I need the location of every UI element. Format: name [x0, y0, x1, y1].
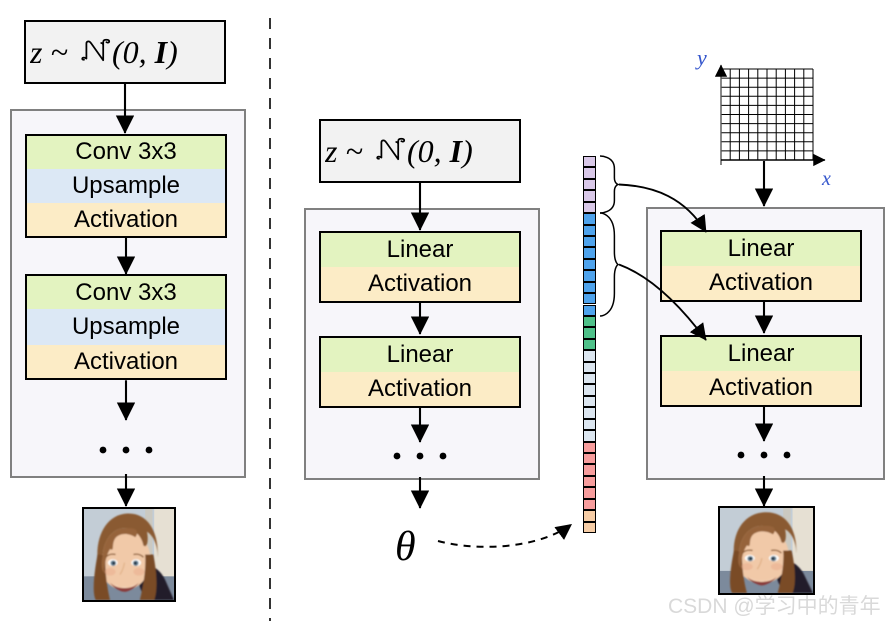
svg-text:x: x [821, 168, 831, 190]
svg-text:(0, I): (0, I) [407, 133, 473, 169]
svg-text:(0, I): (0, I) [112, 34, 178, 70]
svg-text:θ: θ [395, 524, 416, 570]
svg-text:z ~: z ~ [325, 133, 363, 169]
svg-text:z ~: z ~ [30, 34, 68, 70]
svg-text:y: y [695, 45, 707, 70]
